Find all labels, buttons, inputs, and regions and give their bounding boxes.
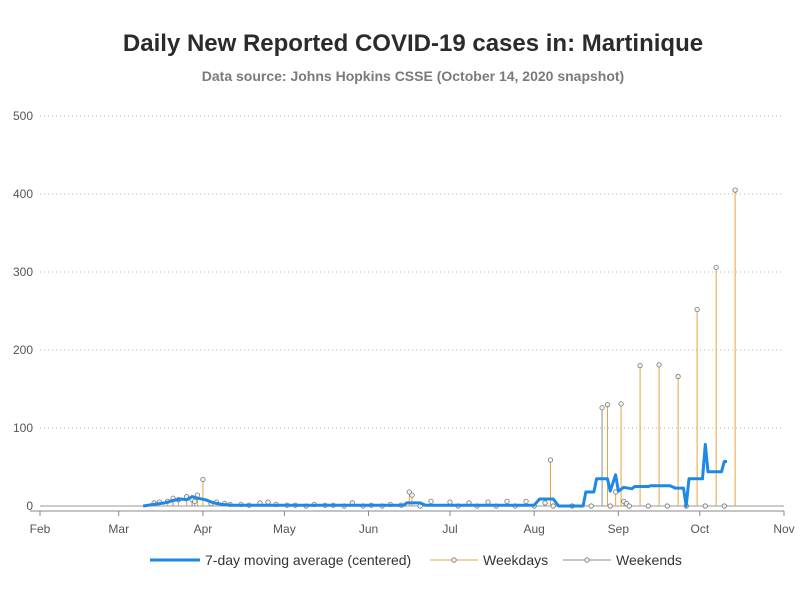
y-tick-label: 0 [26,499,33,513]
weekend-marker [702,503,708,509]
y-tick-label: 400 [13,187,33,201]
weekend-marker [588,503,594,509]
x-tick-label: Jun [359,522,378,536]
weekday-marker [732,187,738,193]
weekday-marker [656,362,662,368]
x-tick-label: Nov [773,522,794,536]
weekday-marker [547,457,554,463]
x-tick-label: Feb [30,522,51,536]
y-axis: 0 100 200 300 400 500 [13,109,33,513]
weekend-marker [550,503,556,509]
weekday-marker [409,492,415,498]
weekend-marker [607,503,613,509]
legend-label-weekdays: Weekdays [483,552,548,568]
weekday-marker [542,500,548,506]
x-tick-label: Oct [690,522,709,536]
weekend-marker [721,503,727,509]
legend: 7-day moving average (centered) Weekdays W… [150,552,682,568]
y-tick-label: 300 [13,265,33,279]
chart-title: Daily New Reported COVID-19 cases in: Ma… [122,30,704,57]
legend-marker-weekdays [451,557,457,563]
grid-lines [40,115,784,507]
x-tick-label: Apr [194,522,213,536]
weekday-marker [523,498,529,504]
weekend-marker [192,498,198,504]
weekday-marker [713,264,719,270]
weekend-marker [265,499,271,505]
x-tick-label: May [273,522,296,536]
y-tick-label: 500 [13,109,33,123]
weekend-marker [626,503,632,509]
weekend-marker [599,405,605,411]
weekday-marker [428,498,434,504]
weekday-marker [485,499,491,505]
moving-average-series [142,442,727,508]
weekday-marker [637,362,643,369]
x-tick-label: Aug [524,522,545,536]
y-tick-label: 200 [13,343,33,357]
x-tick-label: Jul [442,522,457,536]
legend-marker-weekends [584,557,590,563]
moving-average-line [142,442,727,508]
legend-label-weekends: Weekends [616,552,682,568]
weekend-marker [645,503,651,509]
weekday-marker [447,499,453,505]
weekday-marker [604,401,611,408]
weekdays-series [156,187,738,508]
weekday-marker [504,498,510,504]
chart-subtitle: Data source: Johns Hopkins CSSE (October… [201,68,625,84]
weekday-marker [694,306,700,313]
x-axis: Feb Mar Apr May Jun Jul Aug Sep Oct Nov [30,510,795,536]
weekend-marker [664,503,670,509]
x-tick-label: Sep [608,522,630,536]
weekday-marker [618,401,624,407]
weekday-marker [675,373,681,380]
legend-label-average: 7-day moving average (centered) [205,552,411,568]
x-tick-label: Mar [108,522,129,536]
y-tick-label: 100 [13,421,33,435]
weekday-marker [200,476,206,483]
